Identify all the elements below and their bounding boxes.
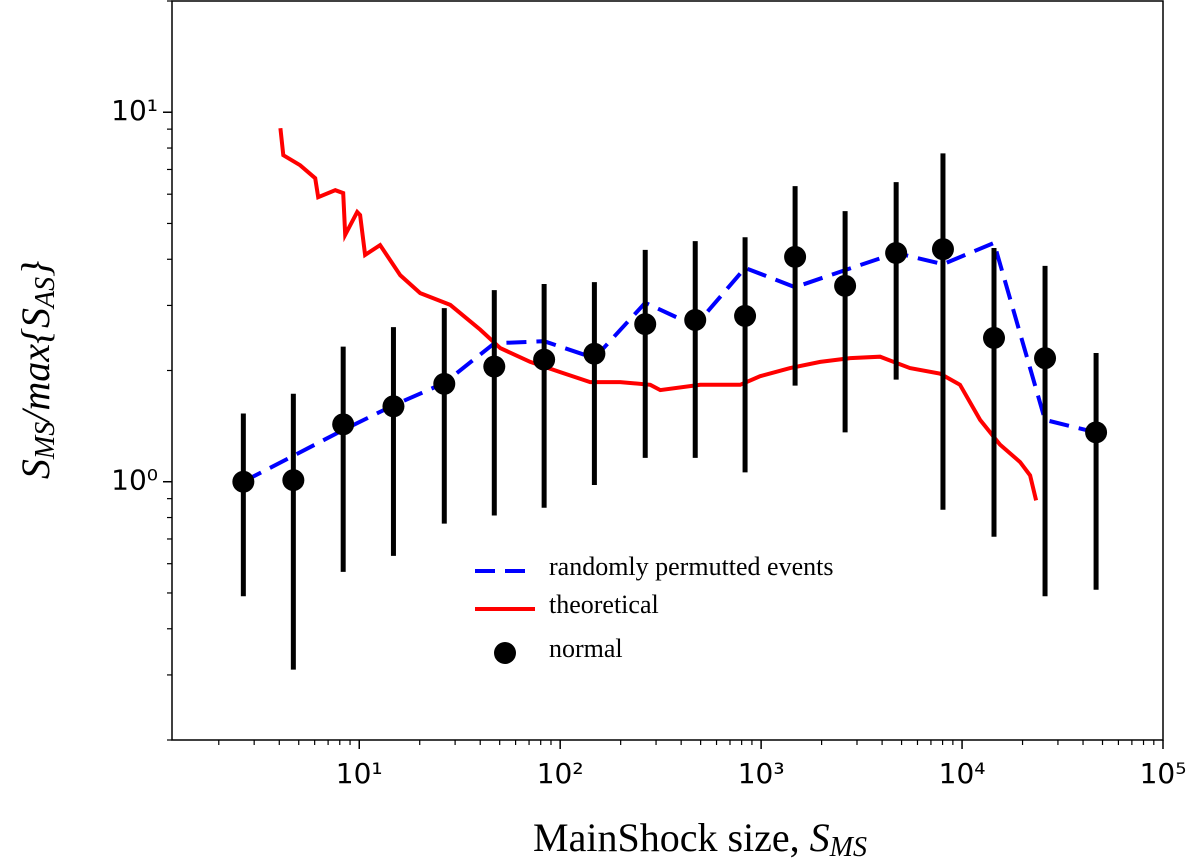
y-tick-label: 10⁰ — [111, 464, 158, 497]
x-label-subscript: MS — [829, 832, 867, 863]
point — [483, 355, 506, 378]
y-label-text: } — [13, 261, 58, 277]
y-label-subscript: AS — [30, 277, 61, 310]
point — [433, 372, 456, 395]
y-label-text: /max{S — [13, 308, 58, 424]
legend-label: randomly permutted events — [549, 552, 833, 581]
point — [931, 238, 954, 261]
x-label-symbol: S — [810, 815, 830, 860]
point — [684, 308, 707, 331]
legend-label: normal — [549, 634, 623, 663]
x-axis-label: MainShock size, SMS — [533, 815, 867, 863]
plot-frame — [171, 0, 1164, 741]
point — [583, 342, 606, 365]
series-line — [278, 127, 1039, 501]
point — [232, 470, 255, 493]
point — [634, 313, 657, 336]
point — [1085, 421, 1108, 444]
x-tick-label: 10¹ — [336, 757, 383, 790]
y-label-text: S — [13, 459, 58, 479]
y-axis-label: SMS/max{SAS} — [13, 261, 61, 479]
x-tick-label: 10² — [537, 757, 584, 790]
point — [1034, 347, 1057, 370]
legend-marker — [494, 642, 516, 664]
y-tick-label: 10¹ — [111, 94, 158, 127]
point — [533, 348, 556, 371]
legend-label: theoretical — [549, 590, 659, 619]
x-tick-label: 10⁵ — [1140, 757, 1187, 790]
point — [885, 241, 908, 264]
point — [332, 413, 355, 436]
point — [282, 469, 305, 492]
x-tick-label: 10³ — [738, 757, 785, 790]
point — [382, 395, 405, 418]
series-line — [242, 240, 1097, 484]
y-label-subscript: MS — [30, 422, 61, 460]
point — [784, 245, 807, 268]
point — [834, 274, 857, 297]
point — [983, 326, 1006, 349]
x-label-text: MainShock size, — [533, 815, 810, 860]
point — [734, 304, 757, 327]
x-tick-label: 10⁴ — [939, 757, 986, 790]
